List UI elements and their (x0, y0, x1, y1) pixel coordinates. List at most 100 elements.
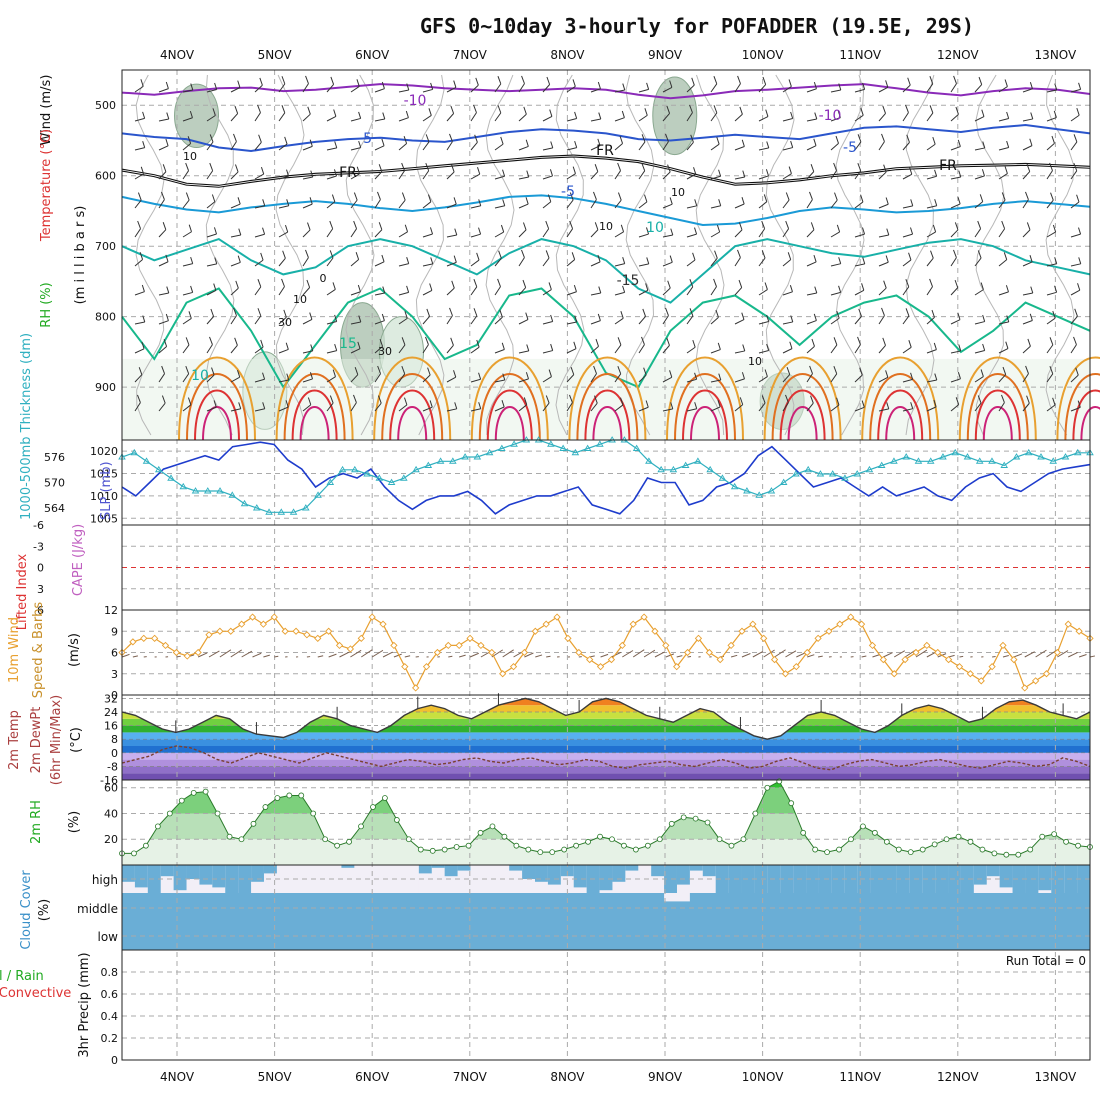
wind-barb-flag (478, 402, 482, 409)
wind-barb-flag (165, 313, 169, 321)
wind-barb (230, 261, 241, 267)
rh-marker (836, 846, 842, 853)
wind-barb (902, 142, 910, 151)
wind-barb (926, 112, 934, 122)
wind-barb (158, 320, 169, 325)
thickness-marker (547, 440, 555, 447)
wind-barb (710, 175, 721, 180)
wind-barb-flag (332, 369, 336, 377)
thickness-marker (252, 504, 261, 511)
thickness-marker (902, 453, 910, 460)
wind-barb-flag (597, 313, 601, 321)
wind-barb-flag (401, 365, 406, 374)
wind-barb (782, 348, 793, 354)
date-label-top: 12NOV (937, 48, 979, 62)
wind-barb-flag (357, 284, 361, 292)
wind-barb-flag (814, 286, 818, 294)
wind-speed-marker (531, 627, 539, 635)
wind-speed-marker (455, 641, 463, 650)
sfc-wind-barb (382, 651, 393, 658)
wind-barb (1022, 88, 1033, 93)
wind-barb (518, 203, 529, 209)
wind-barb-flag (811, 338, 815, 347)
wind-barb-flag (1027, 338, 1031, 347)
thickness-marker (718, 474, 727, 481)
wind-barb-flag (814, 112, 818, 120)
wind-barb-flag (522, 279, 527, 288)
wind-barb-flag (377, 395, 382, 404)
wind-barb (182, 291, 193, 296)
wind-barb (350, 85, 360, 93)
wind-barb (806, 402, 814, 412)
warm-isotherm (592, 406, 623, 441)
wind-barb (206, 88, 217, 93)
wind-barb (1046, 231, 1056, 238)
wind-barb (230, 113, 239, 122)
wind-barb (254, 233, 265, 238)
wind-barb (446, 203, 457, 209)
wind-barb (566, 147, 577, 151)
sfc-wind-barb (219, 649, 232, 658)
wind-barb-flag (669, 255, 673, 263)
wind-speed-marker (335, 641, 344, 650)
wind-barb-flag (1025, 191, 1029, 200)
wind-barb-flag (310, 344, 314, 352)
wind-speed-marker (379, 620, 387, 628)
wind-barb (542, 376, 552, 383)
wind-barb (470, 173, 480, 180)
wind-barb-flag (1029, 255, 1033, 263)
temp-tick: -8 (107, 760, 118, 773)
wind-barb (134, 259, 143, 267)
wind-tick: 9 (111, 625, 118, 638)
wind-barb (686, 142, 694, 151)
wind-barb (278, 379, 289, 383)
wind-barb (710, 231, 720, 238)
wind-barb-flag (258, 134, 262, 143)
temp-band (122, 766, 1090, 774)
wind-barb-flag (955, 397, 960, 405)
wind-barb-flag (214, 82, 218, 90)
wind-barb-flag (451, 164, 455, 173)
wind-barb (1070, 263, 1081, 267)
wind-speed-marker (857, 620, 866, 628)
wind-barb-flag (213, 283, 217, 291)
wind-barb (566, 228, 573, 238)
rh-marker (322, 836, 329, 843)
wind-barb-flag (837, 110, 841, 118)
wind-barb (950, 319, 961, 325)
wind-barb (326, 115, 337, 122)
wind-barb (590, 88, 601, 93)
warm-isotherm (1056, 356, 1100, 441)
wind-barb-flag (1077, 400, 1081, 408)
wind-barb-flag (909, 167, 913, 175)
wind-barb (974, 84, 983, 93)
cloud-high-bar (522, 865, 536, 879)
wind-barb (134, 402, 141, 412)
wind-barb-flag (739, 106, 743, 115)
wind-barb-flag (355, 252, 360, 260)
wind-barb-flag (882, 337, 886, 346)
wind-barb (710, 406, 721, 412)
cloud-high-bar (134, 865, 149, 888)
rh-marker (692, 815, 699, 822)
wind-barb (710, 316, 719, 325)
wind-barb-flag (643, 367, 647, 376)
wind-barb-flag (522, 222, 527, 231)
warm-isotherm (373, 356, 452, 441)
wind-barb-flag (765, 169, 769, 177)
wind-barb (470, 286, 478, 296)
wind-barb-flag (262, 402, 266, 409)
thickness-marker (461, 453, 469, 460)
wind-barb (302, 145, 313, 151)
wind-barb (614, 373, 622, 383)
wind-barb-flag (356, 166, 360, 174)
wind-barb (830, 373, 838, 383)
wind-barb-flag (286, 169, 290, 177)
wind-barb-flag (190, 285, 194, 293)
sfc-wind-barb (274, 655, 279, 658)
wind-barb-flag (838, 285, 842, 293)
wind-barb-flag (1001, 394, 1005, 403)
wind-speed-marker (477, 641, 485, 650)
temp-band (122, 773, 1090, 780)
wind-speed-marker (934, 648, 942, 657)
